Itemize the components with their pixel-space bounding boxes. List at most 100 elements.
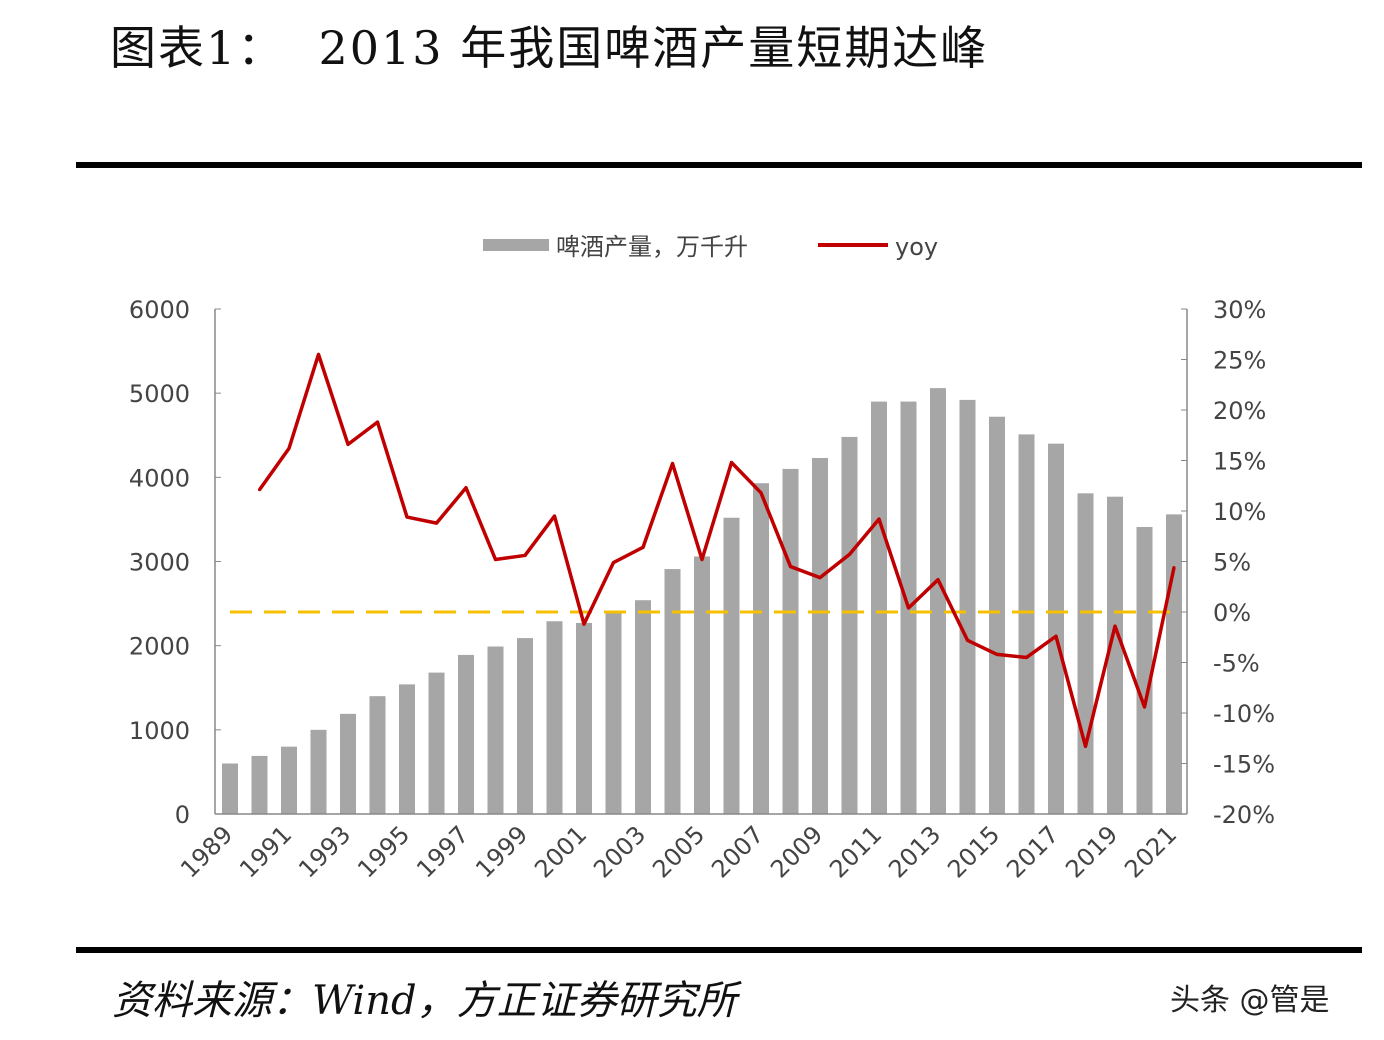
bar-1999	[517, 638, 533, 814]
bar-2020	[1136, 526, 1153, 814]
x-tick-label: 1995	[352, 820, 415, 883]
bar-2010	[841, 436, 858, 814]
legend-bar-swatch	[483, 239, 549, 251]
yoy-point-1991	[287, 446, 291, 450]
yoy-point-1997	[464, 486, 468, 490]
left-tick-label: 1000	[129, 717, 190, 745]
bar-2004	[664, 569, 681, 814]
yoy-point-2012	[907, 606, 910, 610]
x-tick-label: 2017	[1001, 820, 1064, 883]
bar-1992	[310, 729, 327, 814]
right-tick-label: 10%	[1213, 498, 1266, 526]
left-tick-label: 3000	[129, 549, 190, 577]
right-tick-label: -10%	[1213, 700, 1275, 728]
bar-2016	[1018, 434, 1035, 814]
yoy-point-2010	[848, 552, 851, 556]
top-rule	[76, 162, 1362, 168]
bar-1998	[487, 646, 504, 814]
right-tick-label: 5%	[1213, 549, 1251, 577]
bar-1989	[222, 763, 238, 814]
x-tick-label: 2003	[588, 820, 651, 883]
yoy-point-1999	[523, 553, 527, 557]
legend-bar-label: 啤酒产量，万千升	[556, 233, 748, 261]
right-tick-label: -5%	[1213, 650, 1260, 678]
right-tick-label: -15%	[1213, 751, 1275, 779]
x-tick-label: 2005	[647, 820, 710, 883]
left-tick-label: 0	[175, 801, 190, 829]
yoy-point-2019	[1113, 624, 1117, 628]
x-tick-label: 2013	[883, 820, 946, 883]
bar-1995	[399, 684, 415, 814]
yoy-point-1990	[258, 488, 261, 492]
yoy-point-1996	[435, 521, 438, 525]
yoy-point-2004	[671, 462, 674, 466]
bar-2018	[1077, 493, 1094, 814]
yoy-point-2013	[936, 578, 940, 582]
right-tick-label: 15%	[1213, 448, 1266, 476]
bar-2009	[812, 457, 828, 814]
left-tick-label: 6000	[129, 296, 190, 324]
bar-1996	[428, 672, 445, 814]
yoy-point-2007	[759, 491, 763, 495]
yoy-point-2005	[700, 557, 704, 561]
bar-1993	[340, 713, 356, 814]
bar-2001	[576, 622, 592, 814]
bar-2008	[782, 468, 799, 814]
bar-2013	[930, 388, 946, 814]
yoy-point-2003	[641, 545, 645, 549]
x-tick-label: 2011	[824, 820, 887, 883]
yoy-point-1998	[494, 557, 497, 561]
bar-2002	[605, 612, 622, 814]
bar-2017	[1048, 443, 1064, 814]
x-tick-label: 2015	[942, 820, 1005, 883]
x-tick-label: 1999	[470, 820, 533, 883]
x-tick-label: 2019	[1060, 820, 1123, 883]
yoy-point-2001	[582, 622, 586, 626]
bar-2021	[1166, 514, 1182, 814]
legend-line-label: yoy	[895, 233, 938, 261]
x-tick-label: 2007	[706, 820, 769, 883]
x-tick-label: 1991	[234, 820, 297, 883]
right-tick-label: 25%	[1213, 347, 1266, 375]
yoy-line	[258, 352, 1176, 749]
bar-2015	[989, 416, 1005, 814]
yoy-point-1993	[346, 442, 350, 446]
x-tick-label: 1989	[175, 820, 238, 883]
yoy-point-1994	[376, 420, 379, 424]
yoy-point-1992	[317, 352, 320, 356]
x-tick-label: 1993	[293, 820, 356, 883]
yoy-point-2011	[877, 517, 881, 521]
yoy-point-2008	[789, 565, 792, 569]
yoy-point-2002	[612, 561, 615, 565]
yoy-point-1995	[405, 515, 409, 519]
x-tick-label: 2009	[765, 820, 828, 883]
yoy-point-2015	[995, 652, 999, 656]
yoy-point-2000	[553, 514, 556, 518]
yoy-point-2021	[1172, 566, 1176, 570]
yoy-point-2016	[1025, 655, 1028, 659]
left-tick-label: 5000	[129, 380, 190, 408]
yoy-point-2020	[1143, 705, 1146, 709]
yoy-point-2017	[1054, 634, 1058, 638]
legend: 啤酒产量，万千升 yoy	[483, 233, 938, 261]
bar-2011	[871, 401, 887, 814]
bottom-rule	[76, 947, 1362, 953]
bar-1990	[251, 755, 268, 814]
source-note: 资料来源：Wind，方正证券研究所	[112, 978, 737, 1024]
bar-1991	[281, 746, 297, 814]
figure-title: 图表1： 2013 年我国啤酒产量短期达峰	[110, 21, 989, 75]
yoy-point-2014	[966, 638, 969, 642]
right-tick-label: -20%	[1213, 801, 1275, 829]
watermark: 头条 @管是	[1170, 983, 1330, 1018]
bar-1997	[458, 654, 474, 814]
yoy-point-2009	[818, 576, 822, 580]
x-tick-label: 2021	[1119, 820, 1182, 883]
left-tick-label: 2000	[129, 633, 190, 661]
right-tick-label: 0%	[1213, 599, 1251, 627]
bar-2014	[959, 399, 976, 814]
bar-2006	[723, 517, 740, 814]
yoy-point-2006	[730, 461, 733, 465]
bar-1994	[369, 696, 386, 814]
